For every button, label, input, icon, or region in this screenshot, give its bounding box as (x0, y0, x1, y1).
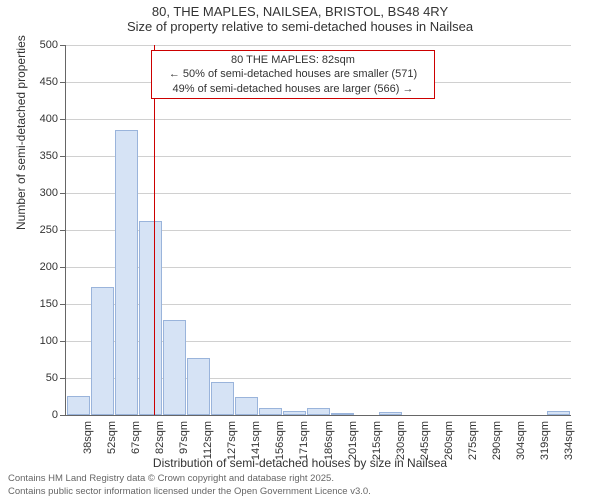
y-tick (60, 341, 66, 342)
y-tick-label: 500 (40, 39, 58, 51)
y-tick (60, 193, 66, 194)
x-tick-label: 334sqm (563, 421, 575, 460)
x-tick-label: 215sqm (371, 421, 383, 460)
y-tick-label: 250 (40, 224, 58, 236)
x-tick-label: 201sqm (347, 421, 359, 460)
y-tick (60, 230, 66, 231)
callout-line: ← 50% of semi-detached houses are smalle… (158, 67, 428, 81)
x-tick-label: 260sqm (443, 421, 455, 460)
footer-line: Contains public sector information licen… (8, 486, 371, 498)
histogram-bar (187, 358, 210, 415)
histogram-bar (307, 408, 330, 415)
histogram-bar (139, 221, 162, 415)
x-tick-label: 141sqm (250, 421, 262, 460)
x-tick-label: 275sqm (467, 421, 479, 460)
x-tick-label: 186sqm (323, 421, 335, 460)
x-tick-label: 304sqm (515, 421, 527, 460)
attribution-footer: Contains HM Land Registry data © Crown c… (8, 473, 371, 498)
x-tick-label: 290sqm (491, 421, 503, 460)
x-tick-label: 38sqm (82, 421, 94, 454)
callout-line: 49% of semi-detached houses are larger (… (158, 82, 428, 96)
y-tick (60, 45, 66, 46)
histogram-bar (235, 397, 258, 415)
y-tick-label: 0 (52, 409, 58, 421)
footer-line: Contains HM Land Registry data © Crown c… (8, 473, 371, 485)
callout-line: 80 THE MAPLES: 82sqm (158, 53, 428, 67)
histogram-bar (547, 411, 570, 415)
grid-line (66, 119, 571, 120)
histogram-bar (91, 287, 114, 415)
x-tick-label: 52sqm (106, 421, 118, 454)
y-tick (60, 267, 66, 268)
x-tick-label: 127sqm (226, 421, 238, 460)
histogram-bar (67, 396, 90, 415)
histogram-bar (379, 412, 402, 415)
x-tick-label: 230sqm (395, 421, 407, 460)
y-axis-title: Number of semi-detached properties (14, 35, 28, 230)
y-tick (60, 156, 66, 157)
x-tick-label: 112sqm (202, 421, 214, 459)
histogram-bar (115, 130, 138, 415)
y-tick-label: 450 (40, 76, 58, 88)
y-tick (60, 415, 66, 416)
histogram-chart: 05010015020025030035040045050038sqm52sqm… (65, 45, 571, 416)
histogram-bar (331, 413, 354, 415)
x-tick-label: 97sqm (178, 421, 190, 454)
y-tick-label: 50 (46, 372, 58, 384)
grid-line (66, 156, 571, 157)
histogram-bar (259, 408, 282, 415)
y-tick (60, 119, 66, 120)
y-tick (60, 304, 66, 305)
marker-line (154, 45, 155, 415)
y-tick-label: 200 (40, 261, 58, 273)
x-tick-label: 82sqm (154, 421, 166, 454)
x-tick-label: 156sqm (274, 421, 286, 460)
page-subtitle: Size of property relative to semi-detach… (0, 19, 600, 34)
page-title: 80, THE MAPLES, NAILSEA, BRISTOL, BS48 4… (0, 4, 600, 19)
y-tick (60, 82, 66, 83)
x-axis-title: Distribution of semi-detached houses by … (0, 456, 600, 470)
grid-line (66, 193, 571, 194)
histogram-bar (211, 382, 234, 415)
histogram-bar (163, 320, 186, 415)
y-tick-label: 350 (40, 150, 58, 162)
y-tick-label: 300 (40, 187, 58, 199)
x-tick-label: 245sqm (419, 421, 431, 460)
x-tick-label: 171sqm (298, 421, 310, 460)
y-tick-label: 100 (40, 335, 58, 347)
y-tick-label: 150 (40, 298, 58, 310)
histogram-bar (283, 411, 306, 415)
y-tick-label: 400 (40, 113, 58, 125)
callout-box: 80 THE MAPLES: 82sqm← 50% of semi-detach… (151, 50, 435, 99)
x-tick-label: 319sqm (539, 421, 551, 460)
grid-line (66, 45, 571, 46)
x-tick-label: 67sqm (130, 421, 142, 454)
y-tick (60, 378, 66, 379)
